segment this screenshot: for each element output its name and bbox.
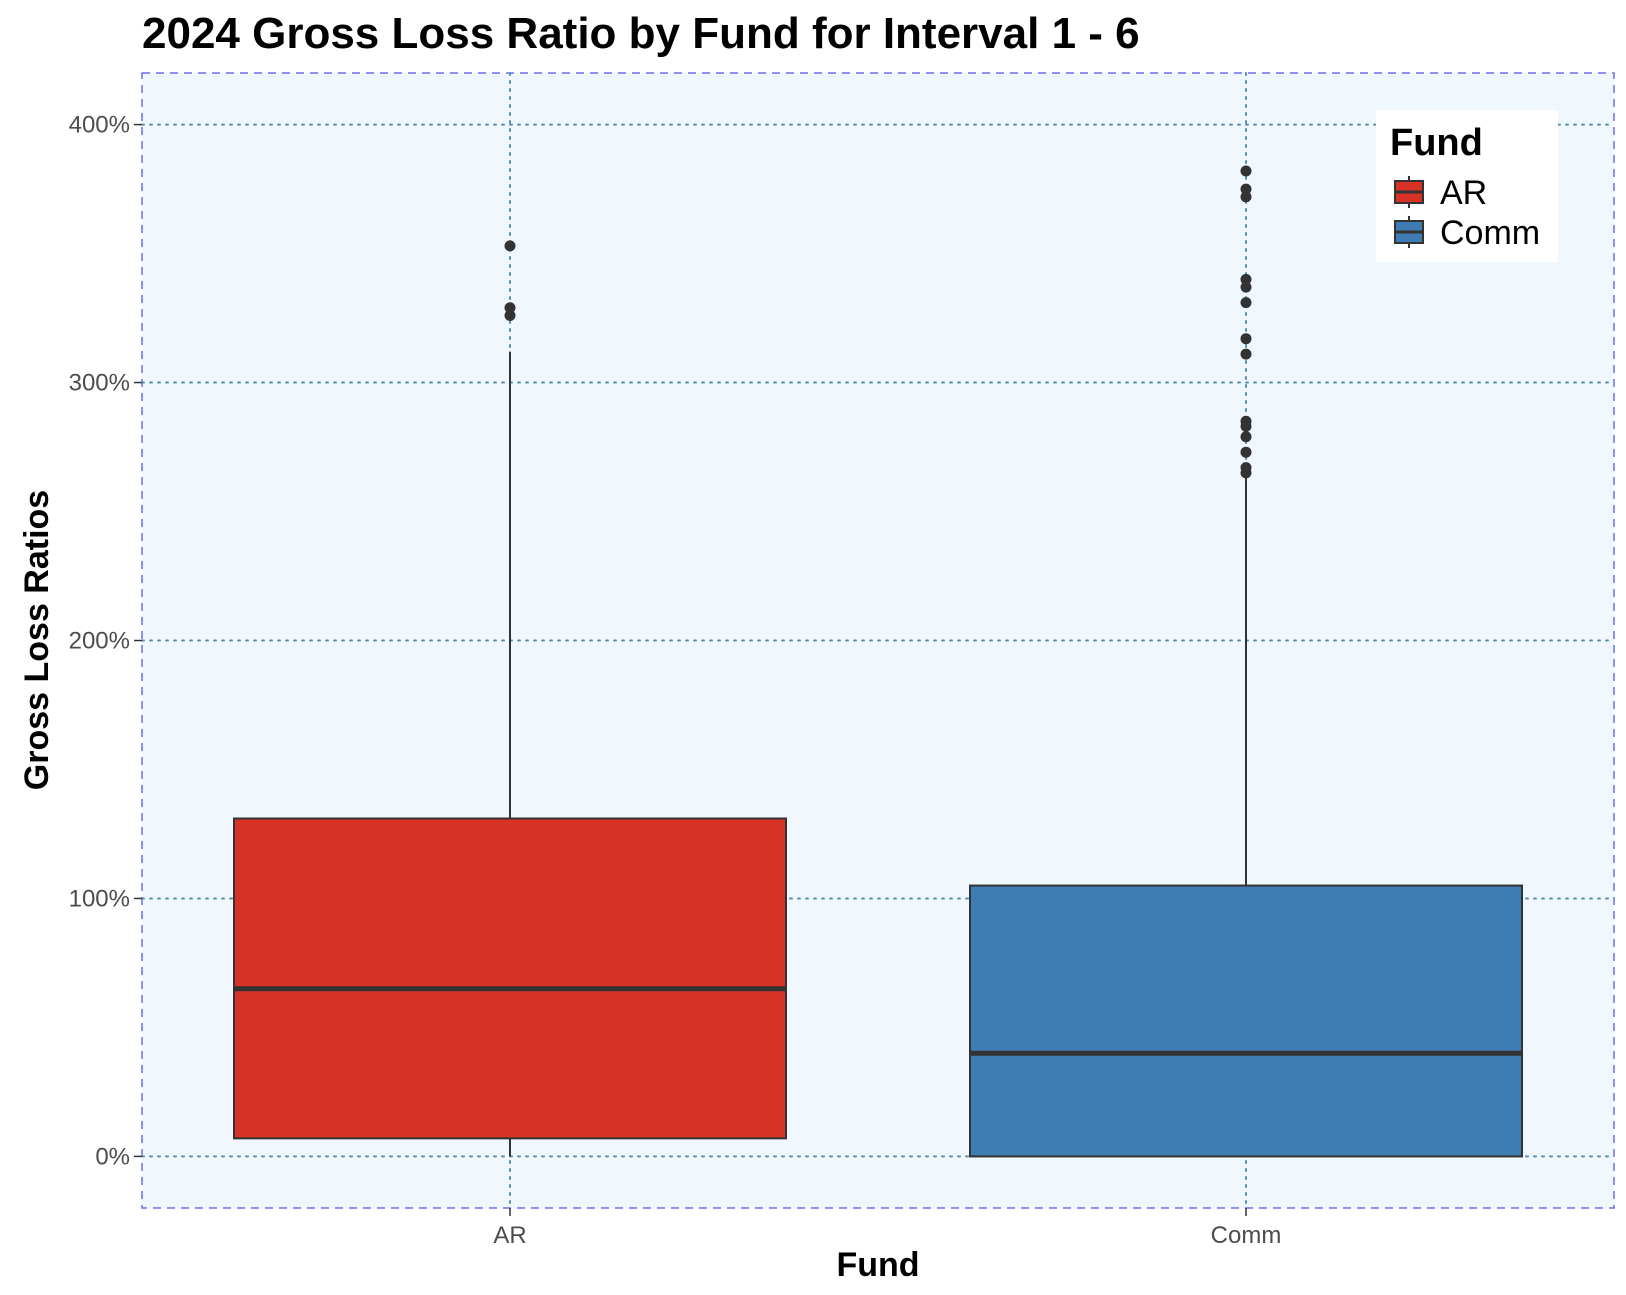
y-tick-label: 100% (69, 885, 130, 912)
outlier-point (504, 309, 516, 321)
legend-title: Fund (1390, 122, 1483, 164)
legend-label: Comm (1440, 214, 1540, 252)
legend-entry-ar: AR (1394, 174, 1487, 212)
box-iqr (969, 884, 1523, 1158)
outlier-point (1240, 415, 1252, 427)
outlier-point (1240, 446, 1252, 458)
y-tick-label: 400% (69, 112, 130, 139)
x-tick-labels: AR Comm (493, 1208, 1281, 1249)
outlier-point (1240, 297, 1252, 309)
outlier-point (1240, 348, 1252, 360)
outlier-point (1240, 281, 1252, 293)
x-tick-label: AR (493, 1222, 526, 1249)
boxes (233, 165, 1523, 1158)
y-tick-labels: 0% 100% 200% 300% 400% (69, 112, 142, 1170)
legend-label: AR (1440, 174, 1487, 212)
box-group-ar (233, 240, 787, 1157)
chart-title: 2024 Gross Loss Ratio by Fund for Interv… (142, 9, 1140, 58)
y-tick-label: 200% (69, 628, 130, 655)
outlier-point (1240, 183, 1252, 195)
outlier-point (1240, 165, 1252, 177)
outlier-point (504, 302, 516, 314)
box-group-comm (969, 165, 1523, 1158)
legend-entry-comm: Comm (1394, 214, 1540, 252)
outlier-point (1240, 462, 1252, 474)
outlier-point (504, 240, 516, 252)
outlier-point (1240, 333, 1252, 345)
outlier-point (1240, 191, 1252, 203)
y-axis-title: Gross Loss Ratios (18, 490, 56, 790)
x-tick-label: Comm (1211, 1222, 1282, 1249)
y-tick-label: 300% (69, 370, 130, 397)
box-iqr (233, 817, 787, 1140)
outlier-point (1240, 273, 1252, 285)
y-tick-label: 0% (95, 1143, 130, 1170)
x-axis-title: Fund (836, 1246, 919, 1284)
outlier-point (1240, 431, 1252, 443)
